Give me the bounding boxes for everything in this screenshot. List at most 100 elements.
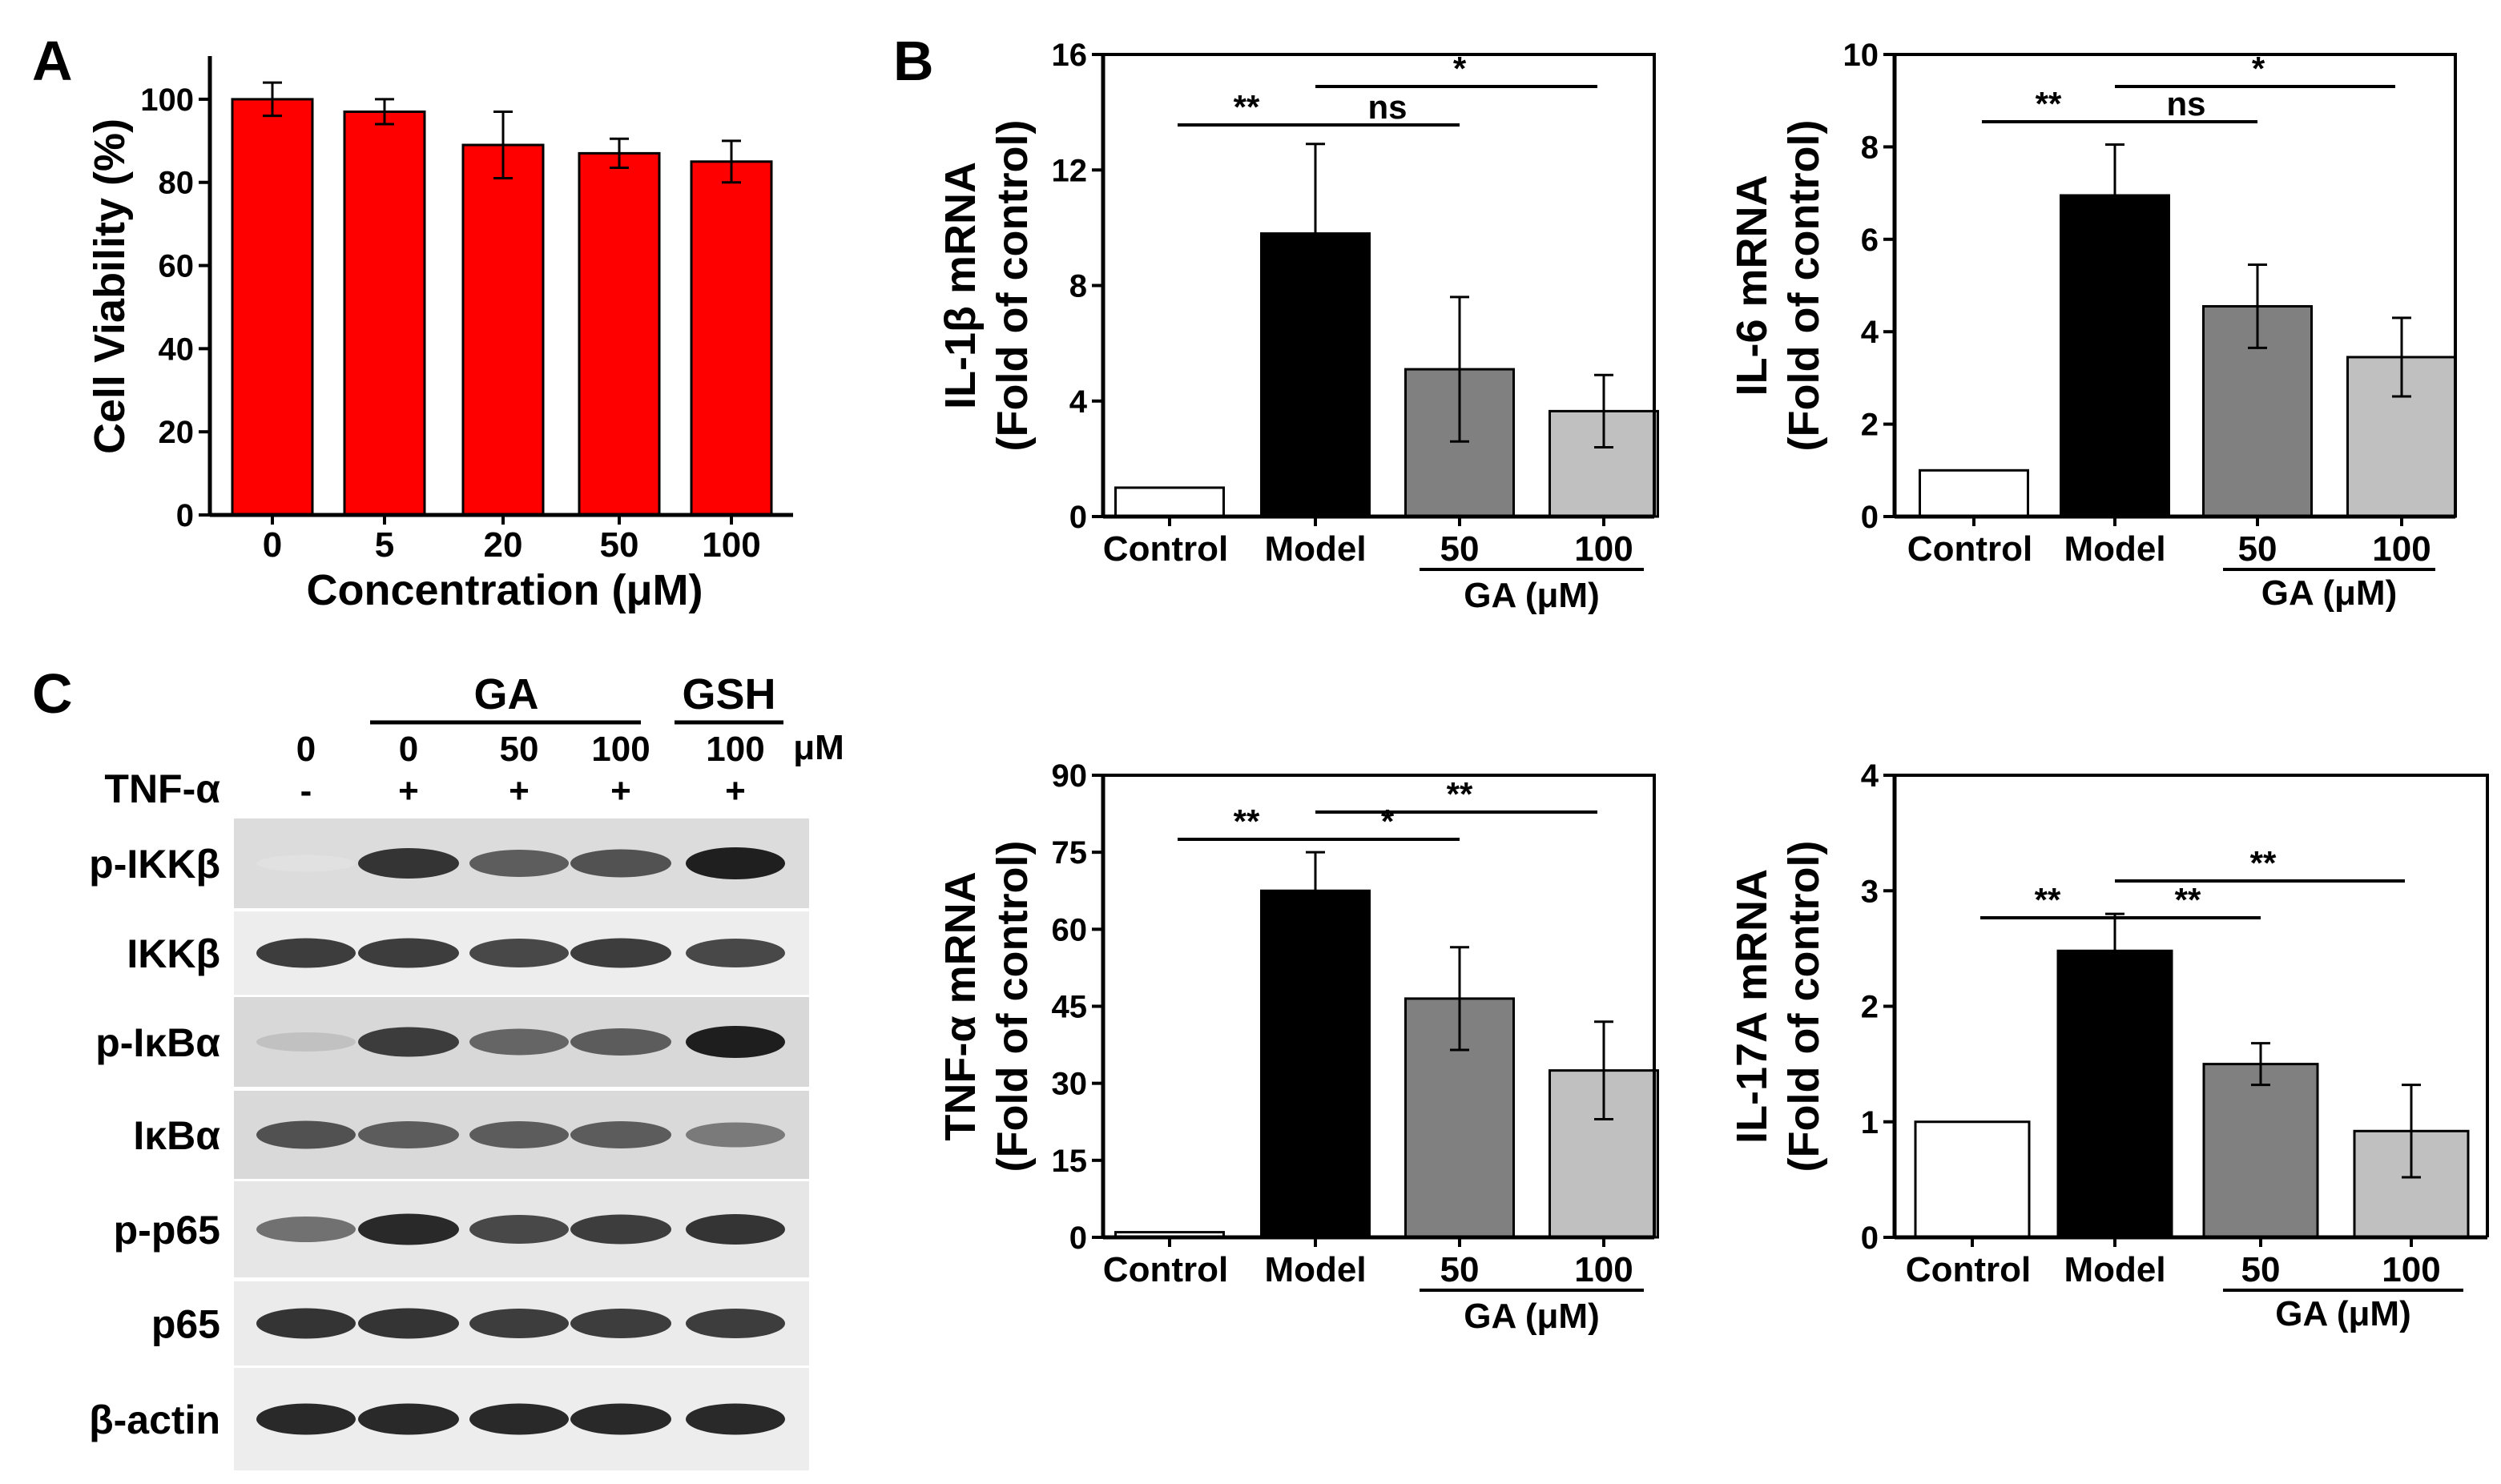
x-tick-label-il6-3: 100 (2372, 529, 2431, 569)
blot-lane-headers: 0 0 50 100 100 - + + + + (296, 730, 765, 810)
y-axis-title-line1-il1b: IL-1β mRNA (936, 162, 985, 409)
bar-viability-0 (231, 98, 314, 517)
y-tick-label-tnfa-2: 30 (1052, 1067, 1088, 1102)
bar-tnfa-1 (1260, 889, 1371, 1239)
blot-band-3-1 (358, 1121, 459, 1148)
y-tick-label-il17a-4: 4 (1861, 758, 1879, 794)
bar-il1b-0 (1114, 486, 1225, 518)
blot-band-3-3 (570, 1121, 671, 1148)
panel-letter-a: A (32, 30, 73, 92)
blot-unit: μM (793, 728, 844, 767)
y-tick-label-il1b-4: 16 (1052, 38, 1088, 73)
sig-label-il1b-2: * (1453, 50, 1467, 87)
sig-label-il6-0: ** (2036, 85, 2062, 123)
x-tick-label-viability-3: 50 (600, 525, 639, 565)
blot-band-0-0 (256, 855, 356, 872)
blot-band-4-1 (358, 1213, 459, 1245)
sig-label-il6-2: * (2252, 50, 2265, 87)
y-tick-label-viability-3: 60 (159, 249, 195, 284)
blot-band-6-0 (256, 1403, 356, 1435)
blot-tnf-sign-2: + (509, 771, 530, 810)
bar-viability-2 (461, 143, 545, 517)
sig-label-il1b-1: ns (1367, 88, 1407, 126)
blot-tnf-sign-0: - (300, 771, 312, 810)
y-tick-label-il6-4: 8 (1861, 130, 1879, 165)
blot-band-6-2 (469, 1403, 569, 1435)
y-tick-label-tnfa-1: 15 (1052, 1144, 1088, 1179)
x-tick-label-il1b-1: Model (1264, 529, 1366, 569)
x-tick-label-il6-0: Control (1907, 529, 2032, 569)
y-tick-label-il6-3: 6 (1861, 223, 1879, 258)
blot-band-5-4 (686, 1309, 785, 1338)
x-tick-label-il6-1: Model (2064, 529, 2165, 569)
panel-letter-c: C (32, 662, 73, 725)
y-tick-label-il6-1: 2 (1861, 408, 1879, 443)
y-tick-label-tnfa-0: 0 (1069, 1221, 1087, 1256)
blot-tnf-label: TNF-α (104, 766, 220, 811)
blot-group-ga: GA (474, 670, 539, 718)
sig-label-tnfa-2: ** (1447, 775, 1473, 813)
bar-il17a-2 (2202, 1063, 2319, 1239)
blot-band-2-4 (686, 1026, 785, 1058)
blot-band-5-3 (570, 1309, 671, 1338)
y-axis-title-line1-il17a: IL-17A mRNA (1728, 869, 1776, 1144)
y-tick-label-il17a-1: 1 (1861, 1105, 1879, 1140)
sig-label-il17a-2: ** (2250, 844, 2277, 882)
blot-dose-2: 50 (500, 730, 539, 769)
y-tick-label-il1b-1: 4 (1069, 384, 1088, 420)
blot-band-1-0 (256, 938, 356, 968)
x-tick-label-viability-2: 20 (484, 525, 523, 565)
blot-dose-3: 100 (591, 730, 650, 769)
sig-label-il6-1: ns (2166, 85, 2205, 123)
sig-label-il17a-1: ** (2175, 881, 2201, 919)
blot-band-4-2 (469, 1215, 569, 1244)
y-tick-label-il6-5: 10 (1843, 38, 1879, 73)
blot-band-4-4 (686, 1214, 785, 1245)
y-tick-label-il17a-3: 3 (1861, 874, 1879, 909)
chart-tnfa-mrna: 0 15 30 45 60 75 90 Control Model 50 100 GA (μM) TNF… (936, 758, 1659, 1336)
blot-row-label-0: p-IKKβ (89, 842, 220, 887)
blot-dose-4: 100 (706, 730, 764, 769)
x-tick-label-viability-4: 100 (702, 525, 760, 565)
blot-band-2-0 (256, 1032, 356, 1052)
group-label-il1b: GA (μM) (1464, 576, 1599, 615)
y-axis-title-line1-tnfa: TNF-α mRNA (936, 871, 985, 1140)
x-tick-label-tnfa-0: Control (1103, 1250, 1228, 1289)
y-axis-title-viability: Cell Viability (%) (86, 119, 134, 454)
y-tick-label-tnfa-3: 45 (1052, 990, 1088, 1025)
blot-band-3-0 (256, 1120, 356, 1149)
blot-tnf-sign-3: + (610, 771, 631, 810)
bar-il6-1 (2060, 194, 2170, 518)
y-axis-title-line2-il1b: (Fold of control) (989, 120, 1037, 452)
blot-row-label-5: p65 (151, 1302, 220, 1347)
blot-row-label-1: IKKβ (127, 931, 220, 976)
y-tick-label-viability-1: 20 (159, 415, 195, 450)
y-tick-label-tnfa-6: 90 (1052, 758, 1088, 794)
bar-il17a-1 (2056, 949, 2173, 1239)
x-tick-label-il6-2: 50 (2238, 529, 2277, 569)
y-tick-label-il17a-2: 2 (1861, 990, 1879, 1025)
blot-tnf-sign-1: + (398, 771, 419, 810)
blot-dose-0: 0 (296, 730, 316, 769)
x-tick-label-il17a-2: 50 (2241, 1250, 2281, 1289)
blot-band-5-1 (358, 1308, 459, 1339)
bar-viability-1 (343, 110, 426, 517)
group-label-tnfa: GA (μM) (1464, 1297, 1599, 1336)
blot-band-0-3 (570, 849, 671, 878)
y-tick-label-viability-4: 80 (159, 166, 195, 201)
bar-viability-3 (578, 151, 661, 517)
y-tick-label-il6-2: 4 (1861, 315, 1879, 350)
blot-band-4-0 (256, 1217, 356, 1242)
x-tick-label-il17a-0: Control (1906, 1250, 2031, 1289)
group-label-il17a: GA (μM) (2275, 1294, 2410, 1333)
bar-il6-0 (1919, 469, 2029, 518)
y-tick-label-viability-2: 40 (159, 332, 195, 367)
y-tick-label-viability-5: 100 (140, 82, 194, 118)
blot-group-gsh: GSH (682, 670, 775, 718)
blot-band-0-4 (686, 847, 785, 879)
x-tick-label-tnfa-2: 50 (1440, 1250, 1480, 1289)
chart-il17a-mrna: 0 1 2 3 4 Control Model 50 100 GA (μM) IL-17A mRNA… (1728, 758, 2489, 1333)
blot-band-4-3 (570, 1214, 671, 1245)
blot-band-6-1 (358, 1403, 459, 1435)
blot-band-2-2 (469, 1028, 569, 1056)
